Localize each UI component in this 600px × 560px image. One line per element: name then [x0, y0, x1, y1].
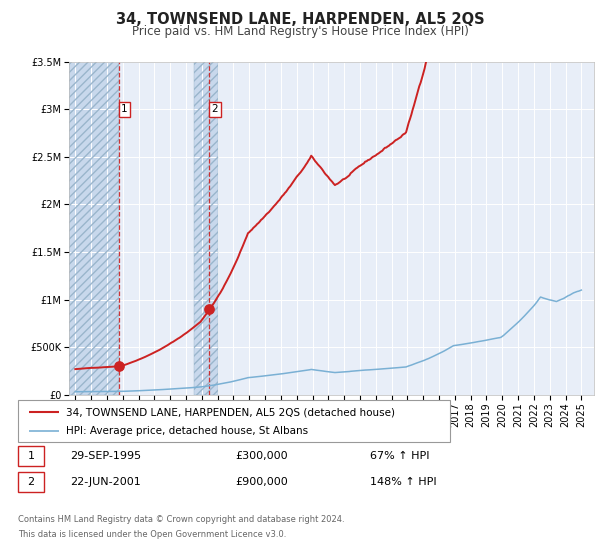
Bar	[69, 62, 119, 395]
Bar	[194, 62, 218, 395]
FancyBboxPatch shape	[18, 400, 450, 442]
Text: 1: 1	[28, 451, 35, 461]
Text: 29-SEP-1995: 29-SEP-1995	[70, 451, 141, 461]
Bar	[194, 62, 218, 395]
Text: £300,000: £300,000	[235, 451, 287, 461]
Text: Contains HM Land Registry data © Crown copyright and database right 2024.: Contains HM Land Registry data © Crown c…	[18, 515, 344, 524]
Bar	[69, 62, 119, 395]
Text: This data is licensed under the Open Government Licence v3.0.: This data is licensed under the Open Gov…	[18, 530, 286, 539]
Text: 67% ↑ HPI: 67% ↑ HPI	[370, 451, 430, 461]
Text: £900,000: £900,000	[235, 477, 288, 487]
Text: Price paid vs. HM Land Registry's House Price Index (HPI): Price paid vs. HM Land Registry's House …	[131, 25, 469, 39]
Text: 22-JUN-2001: 22-JUN-2001	[70, 477, 141, 487]
FancyBboxPatch shape	[18, 446, 44, 466]
Text: HPI: Average price, detached house, St Albans: HPI: Average price, detached house, St A…	[65, 426, 308, 436]
Point	[114, 362, 124, 371]
Text: 2: 2	[28, 477, 35, 487]
Text: 34, TOWNSEND LANE, HARPENDEN, AL5 2QS: 34, TOWNSEND LANE, HARPENDEN, AL5 2QS	[116, 12, 484, 27]
Text: 34, TOWNSEND LANE, HARPENDEN, AL5 2QS (detached house): 34, TOWNSEND LANE, HARPENDEN, AL5 2QS (d…	[65, 407, 395, 417]
FancyBboxPatch shape	[18, 472, 44, 492]
Text: 1: 1	[121, 104, 128, 114]
Text: 2: 2	[212, 104, 218, 114]
Text: 148% ↑ HPI: 148% ↑ HPI	[370, 477, 437, 487]
Point	[205, 305, 214, 314]
